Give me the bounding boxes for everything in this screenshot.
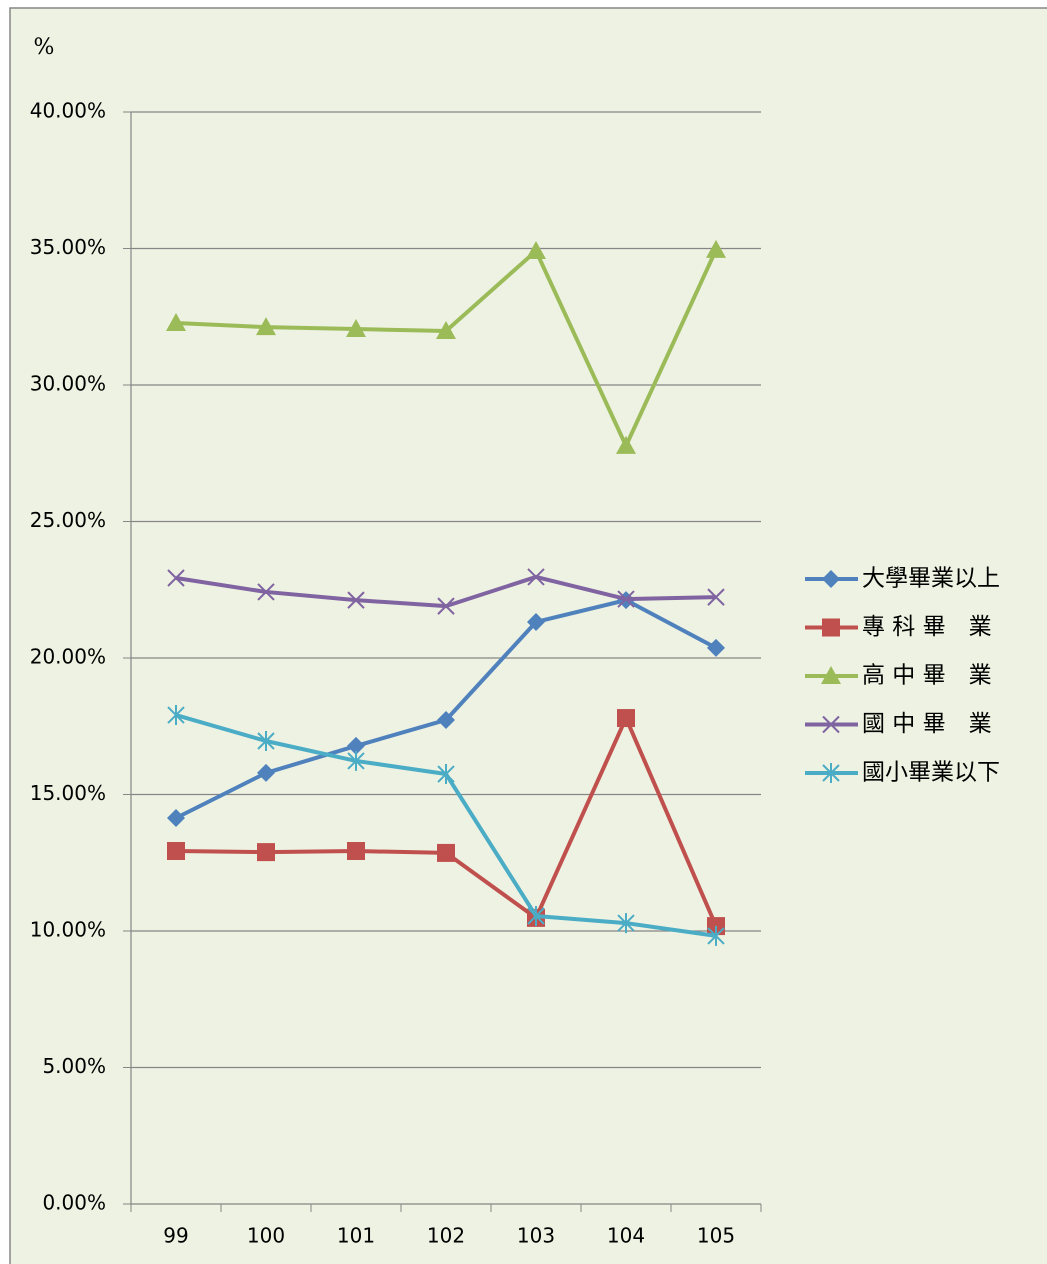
legend-label: 國 中 畢 業 xyxy=(862,711,992,737)
data-point xyxy=(347,591,365,609)
legend-label: 高 中 畢 業 xyxy=(862,663,992,689)
legend-marker xyxy=(822,570,840,588)
x-tick-label: 105 xyxy=(697,1224,735,1248)
legend-marker xyxy=(822,715,840,734)
y-tick-label: 25.00% xyxy=(30,508,106,532)
x-tick-label: 103 xyxy=(517,1224,555,1248)
data-point xyxy=(257,730,275,751)
data-point xyxy=(617,913,635,934)
data-point xyxy=(167,808,185,827)
chart-background xyxy=(9,7,1047,1264)
x-tick-label: 100 xyxy=(247,1224,285,1248)
data-point xyxy=(526,240,546,259)
data-point xyxy=(257,843,275,862)
y-axis-label: % xyxy=(34,35,55,60)
data-point xyxy=(166,313,186,332)
data-point xyxy=(617,590,635,608)
y-tick-label: 15.00% xyxy=(30,781,106,805)
x-tick-label: 101 xyxy=(337,1224,375,1248)
data-point xyxy=(167,569,185,587)
data-point xyxy=(167,705,185,726)
data-point xyxy=(436,320,456,339)
data-point xyxy=(527,568,545,586)
data-point xyxy=(437,764,455,785)
y-tick-label: 5.00% xyxy=(42,1054,106,1078)
legend-label: 專 科 畢 業 xyxy=(862,614,992,640)
x-tick-label: 99 xyxy=(163,1224,188,1248)
y-tick-label: 0.00% xyxy=(42,1191,106,1215)
y-tick-label: 20.00% xyxy=(30,645,106,669)
data-point xyxy=(437,710,455,729)
legend-label: 大學畢業以上 xyxy=(862,566,1000,592)
data-point xyxy=(527,905,545,926)
data-point xyxy=(527,612,545,631)
data-point xyxy=(707,925,725,946)
legend-label: 國小畢業以下 xyxy=(862,760,1000,786)
data-point xyxy=(347,842,365,861)
data-point xyxy=(347,750,365,771)
y-tick-label: 30.00% xyxy=(30,372,106,396)
legend-marker xyxy=(822,618,840,637)
data-point xyxy=(167,842,185,861)
data-point xyxy=(347,736,365,755)
data-point xyxy=(707,588,725,606)
data-point xyxy=(257,763,275,782)
legend-marker xyxy=(822,763,840,783)
data-point xyxy=(707,638,725,657)
data-point xyxy=(617,709,635,728)
data-point xyxy=(346,319,366,338)
data-point xyxy=(616,435,636,454)
data-point xyxy=(257,583,275,601)
data-point xyxy=(437,843,455,862)
data-point xyxy=(706,239,726,258)
data-point xyxy=(256,317,276,336)
x-tick-label: 102 xyxy=(427,1224,465,1248)
y-tick-label: 40.00% xyxy=(30,99,106,123)
y-tick-label: 10.00% xyxy=(30,918,106,942)
y-tick-label: 35.00% xyxy=(30,235,106,259)
legend-marker xyxy=(821,666,841,684)
x-tick-label: 104 xyxy=(607,1224,645,1248)
data-point xyxy=(437,597,455,615)
